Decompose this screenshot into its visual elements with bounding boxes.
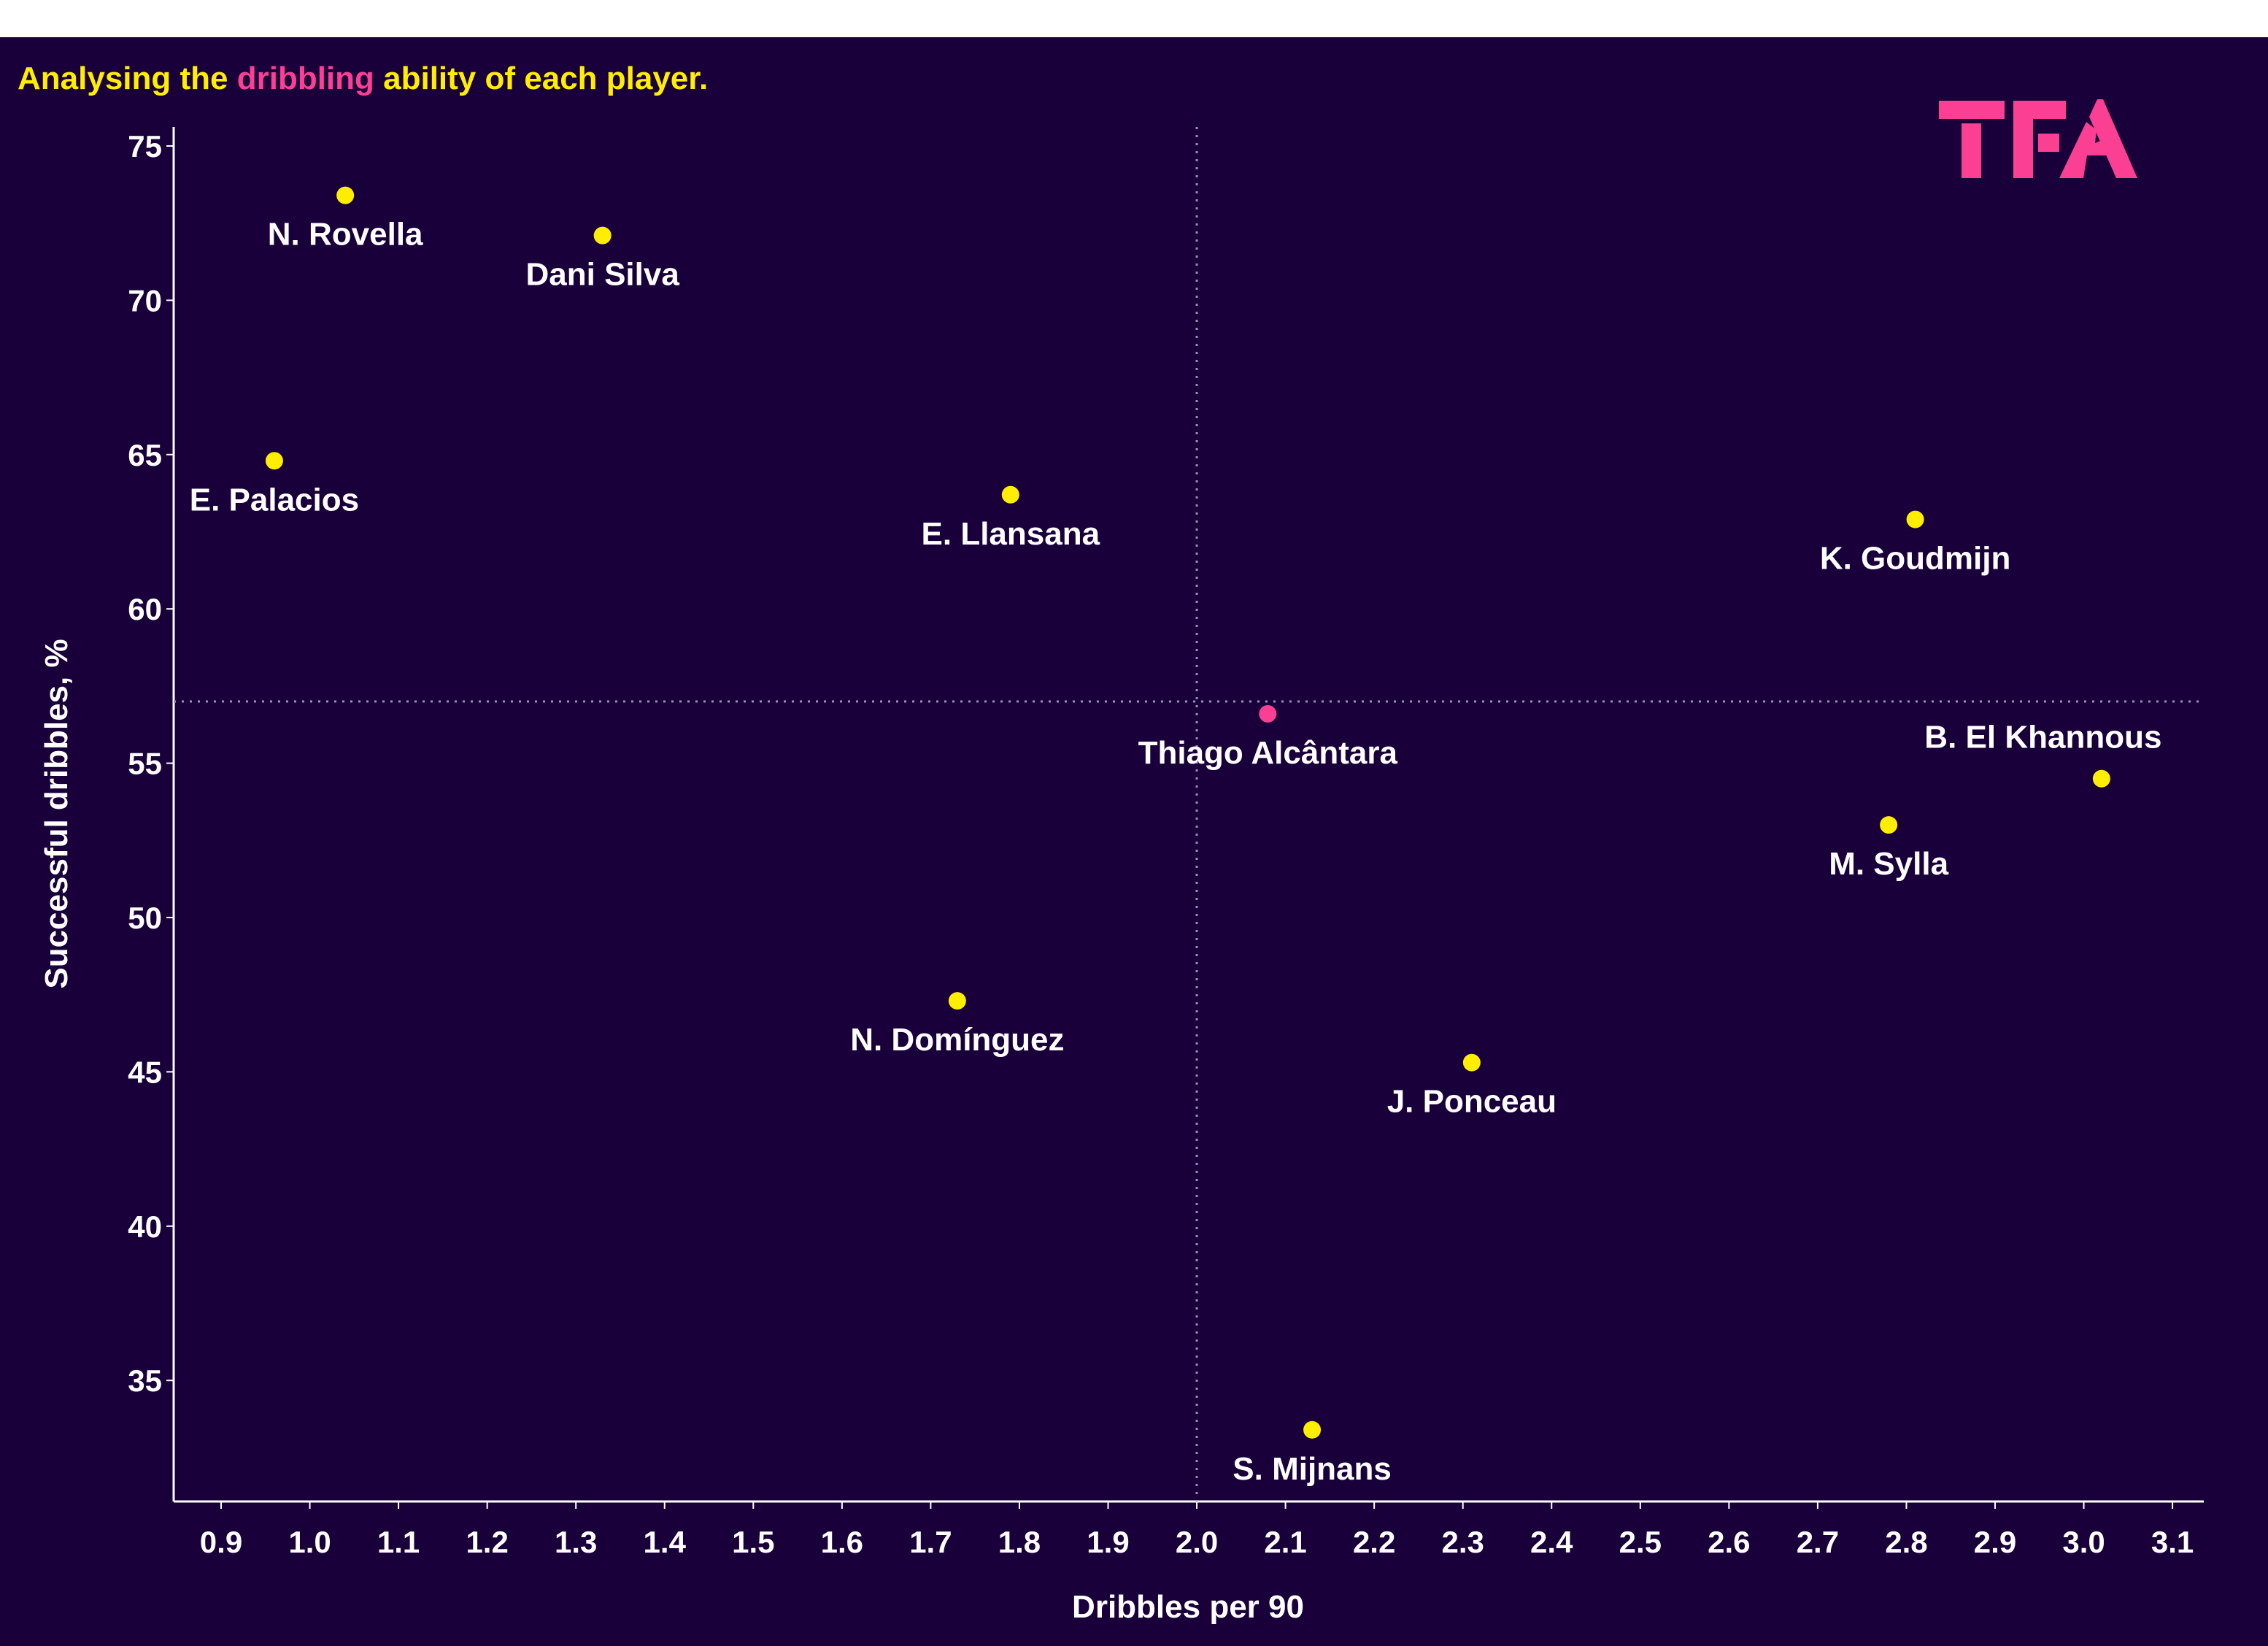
y-tick-label: 40 — [128, 1209, 162, 1244]
data-point — [1880, 816, 1898, 834]
data-point — [948, 992, 966, 1010]
data-point-group: Thiago Alcântara — [1138, 704, 1398, 771]
data-point — [265, 452, 283, 470]
x-tick-label: 1.3 — [555, 1525, 597, 1559]
y-tick-label: 55 — [128, 747, 162, 781]
tfa-logo — [1939, 99, 2137, 178]
x-axis-label: Dribbles per 90 — [1072, 1589, 1304, 1625]
point-label: E. Palacios — [190, 482, 359, 518]
y-tick-label: 75 — [128, 129, 162, 164]
data-point — [2092, 769, 2110, 788]
title-part1: Analysing the — [18, 61, 237, 96]
y-tick-label: 50 — [128, 901, 162, 935]
x-tick-label: 2.2 — [1353, 1525, 1395, 1559]
data-point-group: S. Mijnans — [1233, 1420, 1392, 1487]
title-highlight: dribbling — [237, 61, 374, 96]
data-point — [1462, 1053, 1481, 1072]
data-point — [593, 226, 612, 245]
data-point-group: M. Sylla — [1829, 816, 1949, 882]
point-label: N. Domínguez — [850, 1022, 1064, 1058]
x-tick-label: 1.1 — [377, 1525, 420, 1559]
data-point-group: B. El Khannous — [1924, 720, 2161, 788]
x-tick-label: 1.5 — [732, 1525, 774, 1559]
point-label: E. Llansana — [922, 516, 1100, 552]
x-tick-label: 1.6 — [821, 1525, 863, 1559]
y-tick-label: 65 — [128, 438, 162, 472]
x-tick-label: 2.0 — [1176, 1525, 1218, 1559]
data-point-group: E. Llansana — [922, 485, 1100, 552]
x-tick-label: 2.9 — [1974, 1525, 2016, 1559]
x-tick-label: 2.3 — [1442, 1525, 1484, 1559]
x-tick-label: 2.4 — [1530, 1525, 1573, 1559]
x-tick-label: 1.8 — [998, 1525, 1041, 1559]
data-point-group: N. Domínguez — [850, 992, 1065, 1058]
point-label: Thiago Alcântara — [1138, 735, 1398, 771]
x-tick-label: 1.7 — [909, 1525, 952, 1559]
data-point — [1906, 510, 1924, 528]
y-tick-label: 70 — [128, 283, 162, 318]
data-points: N. Rovella Dani Silva E. Palacios E. Llansa… — [190, 186, 2161, 1487]
x-tick-label: 2.5 — [1619, 1525, 1662, 1559]
x-tick-label: 1.9 — [1087, 1525, 1129, 1559]
x-tick-label: 1.4 — [644, 1525, 687, 1559]
x-tick-label: 1.0 — [288, 1525, 331, 1559]
data-point — [1001, 485, 1019, 504]
title-part2: ability of each player. — [374, 61, 708, 96]
y-tick-label: 60 — [128, 592, 162, 626]
x-tick-label: 0.9 — [200, 1525, 242, 1559]
chart-title: Analysing the dribbling ability of each … — [18, 61, 708, 96]
x-tick-label: 3.0 — [2062, 1525, 2105, 1559]
x-tick-label: 2.7 — [1797, 1525, 1839, 1559]
point-label: B. El Khannous — [1924, 720, 2161, 755]
x-tick-label: 2.1 — [1264, 1525, 1306, 1559]
x-tick-label: 3.1 — [2151, 1525, 2194, 1559]
data-point-group: Dani Silva — [526, 226, 680, 293]
point-label: K. Goudmijn — [1820, 541, 2011, 577]
x-tick-label: 2.8 — [1885, 1525, 1927, 1559]
data-point — [1303, 1420, 1322, 1439]
x-tick-label: 1.2 — [466, 1525, 508, 1559]
point-label: N. Rovella — [268, 217, 423, 253]
reference-lines — [174, 127, 2204, 1501]
point-label: S. Mijnans — [1233, 1451, 1392, 1487]
axes: 0.9 1.0 1.1 1.2 1.3 1.4 1.5 1.6 1.7 1.8 1.9 2.0 2.1 2… — [128, 127, 2204, 1559]
data-point — [1259, 704, 1277, 723]
y-axis-label: Successful dribbles, % — [39, 639, 74, 988]
y-tick-label: 35 — [128, 1364, 162, 1398]
y-tick-label: 45 — [128, 1055, 162, 1089]
data-point-group: K. Goudmijn — [1820, 510, 2011, 577]
data-point-group: J. Ponceau — [1387, 1053, 1557, 1120]
data-point — [336, 186, 355, 204]
x-tick-label: 2.6 — [1708, 1525, 1750, 1559]
point-label: J. Ponceau — [1387, 1084, 1557, 1120]
point-label: M. Sylla — [1829, 846, 1948, 882]
data-point-group: N. Rovella — [268, 186, 423, 253]
chart-background — [0, 37, 2268, 1646]
point-label: Dani Silva — [526, 257, 680, 293]
data-point-group: E. Palacios — [190, 452, 359, 518]
